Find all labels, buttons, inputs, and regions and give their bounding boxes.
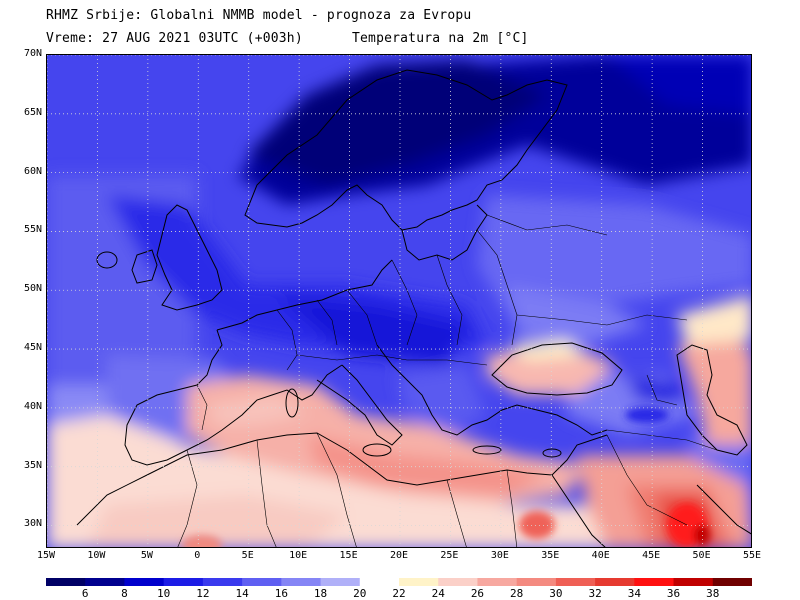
colorbar-tick-label: 28 <box>510 587 524 600</box>
lat-tick-label: 55N <box>23 224 42 236</box>
colorbar-tick-label: 32 <box>588 587 602 600</box>
lon-tick-label: 5E <box>241 550 254 561</box>
lat-tick-label: 65N <box>23 106 42 118</box>
colorbar-swatch <box>359 578 400 586</box>
colorbar-tick-label: 36 <box>666 587 681 600</box>
colorbar-tick-label: 22 <box>392 587 406 600</box>
map-subtitle: Vreme: 27 AUG 2021 03UTC (+003h) Tempera… <box>46 31 528 76</box>
lon-tick-label: 45E <box>642 550 661 561</box>
lon-tick-label: 40E <box>591 550 610 561</box>
lon-tick-label: 5W <box>140 550 153 561</box>
lat-tick-label: 60N <box>23 165 42 177</box>
colorbar-tick-label: 8 <box>121 587 128 600</box>
colorbar-tick-label: 18 <box>313 587 328 600</box>
colorbar-tick-label: 30 <box>549 587 563 600</box>
temp-field-blobs <box>47 55 751 547</box>
map-canvas <box>47 55 751 547</box>
colorbar-swatch <box>163 578 204 586</box>
lon-tick-label: 30E <box>490 550 509 561</box>
colorbar-swatch <box>281 578 322 586</box>
colorbar-tick-label: 38 <box>706 587 720 600</box>
colorbar-swatch <box>516 578 557 586</box>
temperature-map <box>46 54 752 548</box>
map-title: RHMZ Srbije: Globalni NMMB model - progn… <box>46 8 472 23</box>
colorbar-swatch <box>712 578 752 586</box>
lat-lon-grid <box>47 55 751 547</box>
country-borders <box>177 214 718 547</box>
lon-tick-label: 10W <box>87 550 106 561</box>
lat-tick-label: 40N <box>23 400 42 412</box>
colorbar-tick-label: 10 <box>157 587 171 600</box>
colorbar-swatch <box>634 578 675 586</box>
colorbar-tick-label: 20 <box>353 587 367 600</box>
colorbar-swatch <box>242 578 282 586</box>
colorbar-swatch <box>46 578 86 586</box>
lat-tick-label: 50N <box>23 283 42 295</box>
lon-tick-label: 15W <box>36 550 56 561</box>
lat-tick-label: 30N <box>23 518 42 530</box>
colorbar-tick-label: 6 <box>81 587 89 600</box>
lon-tick-label: 10E <box>289 550 308 561</box>
colorbar <box>46 578 752 586</box>
colorbar-tick-label: 16 <box>274 587 288 600</box>
lon-tick-label: 55E <box>742 550 762 561</box>
colorbar-swatch <box>399 578 439 586</box>
colorbar-swatch <box>595 578 635 586</box>
lat-tick-label: 35N <box>23 459 42 471</box>
colorbar-swatch <box>124 578 165 586</box>
colorbar-tick-label: 12 <box>196 587 210 600</box>
forecast-time: Vreme: 27 AUG 2021 03UTC (+003h) <box>46 31 303 46</box>
colorbar-tick-label: 26 <box>470 587 485 600</box>
colorbar-swatch <box>477 578 518 586</box>
colorbar-swatch <box>555 578 596 586</box>
lon-tick-label: 0 <box>194 550 201 561</box>
colorbar-tick-label: 14 <box>235 587 249 600</box>
colorbar-tick-label: 24 <box>431 587 445 600</box>
lon-tick-label: 15E <box>339 550 358 561</box>
lon-tick-label: 20E <box>389 550 409 561</box>
colorbar-tick-label: 34 <box>627 587 641 600</box>
lon-tick-label: 35E <box>541 550 560 561</box>
lon-tick-label: 50E <box>692 550 711 561</box>
colorbar-swatch <box>438 578 478 586</box>
colorbar-swatch <box>673 578 714 586</box>
variable-name: Temperatura na 2m [°C] <box>352 31 529 46</box>
colorbar-swatch <box>85 578 125 586</box>
lat-tick-label: 45N <box>23 342 42 354</box>
colorbar-swatch <box>320 578 361 586</box>
lat-tick-label: 70N <box>23 48 42 59</box>
lon-tick-label: 25E <box>440 550 459 561</box>
colorbar-swatch <box>202 578 243 586</box>
